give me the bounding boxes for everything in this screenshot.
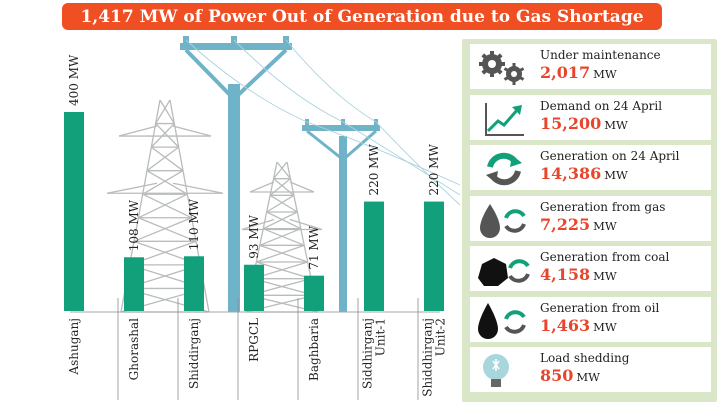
stat-card-3: Generation on 24 April 14,386 MW — [470, 145, 711, 190]
bar-1 — [64, 112, 84, 311]
stat-value: 14,386 MW — [540, 164, 628, 183]
category-label-3: Shiddirganj — [187, 318, 201, 389]
stat-unit: MW — [593, 269, 617, 283]
stat-number: 1,463 — [540, 315, 591, 335]
stat-unit: MW — [593, 319, 617, 334]
power-wires — [185, 39, 460, 206]
stat-value: 850 MW — [540, 366, 600, 385]
bar-7 — [424, 201, 444, 311]
stat-number: 14,386 — [540, 164, 602, 183]
bar-6 — [364, 201, 384, 311]
stat-label: Under maintenance — [540, 48, 661, 62]
light-bulb-icon — [483, 354, 509, 387]
stat-label: Generation on 24 April — [540, 149, 680, 163]
stat-number: 2,017 — [540, 63, 591, 82]
cycle-arrows-icon — [486, 152, 522, 186]
bar-3 — [184, 256, 204, 311]
value-label-7: 220 MW — [427, 144, 441, 196]
bar-2 — [124, 257, 144, 311]
category-label-6: Siddhirganj — [361, 318, 375, 389]
stat-number: 15,200 — [540, 113, 602, 133]
coal-lump-icon — [478, 258, 530, 286]
stat-label: Generation from gas — [540, 199, 666, 214]
pylon-background — [70, 36, 460, 313]
page-title: 1,417 MW of Power Out of Generation due … — [80, 6, 644, 27]
stat-value: 2,017 MW — [540, 63, 617, 82]
value-label-3: 110 MW — [187, 198, 201, 250]
stat-card-7: Load shedding 850 MW — [470, 347, 711, 392]
value-label-2: 108 MW — [127, 199, 141, 251]
category-label-1: Ashuganj — [67, 318, 81, 376]
stat-value: 4,158 MW — [540, 265, 617, 284]
category-label-4: RPGCL — [247, 318, 261, 362]
stat-value: 7,225 MW — [540, 215, 617, 234]
stat-card-4: Generation from gas 7,225 MW — [470, 195, 711, 241]
power-poles — [180, 36, 380, 312]
bar-4 — [244, 264, 264, 311]
stat-number: 7,225 — [540, 214, 591, 234]
stat-card-1: Under maintenance 2,017 MW — [470, 44, 711, 89]
category-label-7: Shiddhirganj — [421, 318, 435, 397]
stat-value: 15,200 MW — [540, 114, 628, 133]
stat-unit: MW — [593, 218, 617, 233]
category-separators — [117, 298, 419, 400]
gears-icon — [479, 51, 525, 85]
stat-unit: MW — [604, 117, 628, 132]
oil-drop-icon — [478, 302, 526, 339]
stat-label: Generation from oil — [540, 300, 660, 315]
stat-unit: MW — [604, 168, 628, 182]
stat-label: Generation from coal — [540, 250, 670, 264]
category-label-7: Unit-2 — [434, 318, 448, 356]
stats-panel: Under maintenance 2,017 MW Demand on 24 Apr… — [462, 39, 717, 402]
stat-card-5: Generation from coal 4,158 MW — [470, 246, 711, 291]
rising-graph-icon — [485, 102, 524, 136]
stat-number: 850 — [540, 366, 574, 385]
value-label-5: 71 MW — [307, 225, 321, 269]
stat-unit: MW — [576, 370, 601, 384]
gas-drop-icon — [480, 203, 526, 238]
stat-card-2: Demand on 24 April 15,200 MW — [470, 94, 711, 140]
stat-number: 4,158 — [540, 265, 591, 284]
title-banner: 1,417 MW of Power Out of Generation due … — [62, 3, 662, 30]
stat-label: Demand on 24 April — [540, 98, 663, 113]
bar-chart: 400 MW Ashuganj 108 MW Ghorashal 110 MW Shidd… — [64, 36, 460, 400]
stat-label: Load shedding — [540, 351, 630, 365]
category-label-5: Baghbaria — [307, 318, 321, 381]
value-label-1: 400 MW — [67, 54, 81, 106]
category-label-6: Unit-1 — [374, 318, 388, 356]
bar-5 — [304, 275, 324, 311]
value-label-4: 93 MW — [247, 214, 261, 258]
stat-card-6: Generation from oil 1,463 MW — [470, 296, 711, 342]
category-label-2: Ghorashal — [127, 318, 141, 380]
stat-unit: MW — [593, 67, 617, 81]
bars-group: 400 MW Ashuganj 108 MW Ghorashal 110 MW Shidd… — [64, 54, 448, 400]
stat-value: 1,463 MW — [540, 316, 617, 335]
value-label-6: 220 MW — [367, 144, 381, 196]
